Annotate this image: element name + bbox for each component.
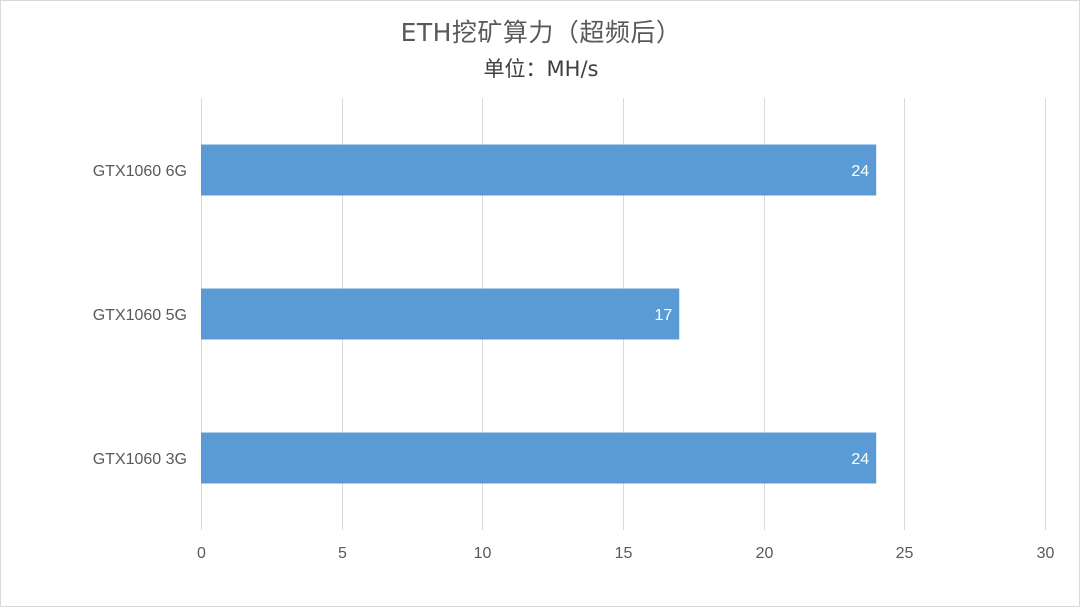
bar [201, 288, 680, 340]
data-label: 17 [654, 307, 672, 324]
data-label: 24 [851, 451, 869, 468]
category-label: GTX1060 3G [93, 451, 187, 468]
x-axis-ticks: 0 5 10 15 20 25 30 [197, 545, 1054, 562]
bars [201, 144, 877, 484]
bar [201, 432, 877, 484]
data-labels: 24 17 24 [654, 163, 869, 468]
category-label: GTX1060 6G [93, 163, 187, 180]
x-tick-label: 30 [1037, 545, 1055, 562]
x-tick-label: 25 [896, 545, 914, 562]
x-tick-label: 5 [338, 545, 347, 562]
x-tick-label: 20 [756, 545, 774, 562]
data-label: 24 [851, 163, 869, 180]
category-label: GTX1060 5G [93, 307, 187, 324]
bar [201, 144, 877, 196]
x-tick-label: 10 [474, 545, 492, 562]
x-tick-label: 15 [615, 545, 633, 562]
category-labels: GTX1060 6G GTX1060 5G GTX1060 3G [93, 163, 187, 468]
chart-subtitle: 单位：MH/s [483, 57, 599, 81]
chart-title: ETH挖矿算力（超频后） [400, 18, 682, 47]
x-tick-label: 0 [197, 545, 206, 562]
